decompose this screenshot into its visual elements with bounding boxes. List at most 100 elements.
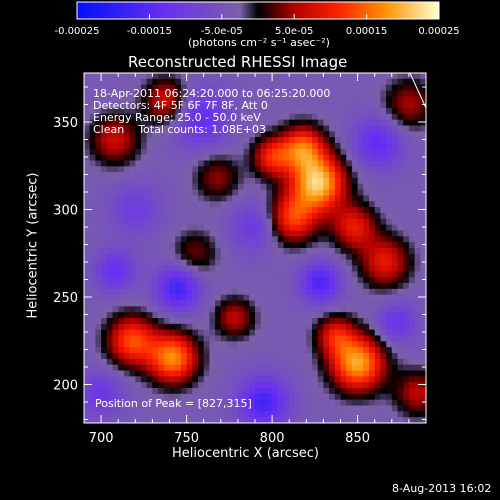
heatmap-cell: [277, 119, 285, 127]
heatmap-cell: [340, 376, 347, 383]
heatmap-cell: [118, 78, 125, 86]
heatmap-cell: [283, 399, 290, 407]
heatmap-cell: [158, 73, 165, 80]
heatmap-cell: [101, 119, 108, 127]
heatmap-cell: [323, 201, 330, 208]
heatmap-cell: [249, 271, 256, 278]
heatmap-cell: [255, 411, 262, 418]
heatmap-cell: [277, 323, 285, 331]
heatmap-cell: [317, 364, 324, 372]
heatmap-cell: [363, 189, 370, 197]
heatmap-cell: [272, 108, 279, 115]
heatmap-cell: [306, 73, 313, 80]
heatmap-cell: [192, 236, 199, 243]
heatmap-cell: [363, 323, 370, 331]
heatmap-cell: [209, 341, 216, 348]
heatmap-cell: [163, 90, 171, 97]
heatmap-cell: [357, 335, 364, 342]
heatmap-cell: [312, 154, 319, 162]
heatmap-cell: [334, 347, 342, 354]
heatmap-cell: [380, 160, 387, 167]
heatmap-cell: [152, 78, 159, 86]
heatmap-cell: [391, 178, 399, 185]
heatmap-cell: [266, 277, 273, 284]
heatmap-cell: [312, 84, 319, 92]
heatmap-cell: [289, 131, 296, 138]
heatmap-cell: [306, 283, 313, 290]
heatmap-cell: [198, 300, 205, 307]
heatmap-cell: [403, 201, 410, 208]
heatmap-cell: [397, 119, 404, 127]
heatmap-cell: [249, 253, 256, 261]
heatmap-cell: [340, 382, 347, 389]
heatmap-cell: [163, 172, 171, 179]
heatmap-cell: [158, 253, 165, 261]
heatmap-cell: [329, 113, 336, 121]
heatmap-cell: [95, 312, 102, 319]
heatmap-cell: [323, 102, 330, 109]
heatmap-cell: [84, 242, 91, 249]
heatmap-cell: [101, 143, 108, 150]
heatmap-cell: [220, 137, 228, 144]
heatmap-cell: [266, 300, 273, 307]
heatmap-cell: [334, 125, 342, 132]
heatmap-cell: [89, 259, 96, 267]
heatmap-cell: [135, 259, 142, 267]
heatmap-cell: [95, 218, 102, 226]
heatmap-cell: [186, 242, 193, 249]
heatmap-cell: [374, 178, 381, 185]
heatmap-cell: [180, 96, 188, 103]
heatmap-cell: [408, 306, 416, 313]
heatmap-cell: [414, 201, 421, 208]
heatmap-cell: [106, 329, 114, 337]
heatmap-cell: [403, 125, 410, 132]
heatmap-cell: [255, 393, 262, 401]
heatmap-cell: [312, 183, 319, 191]
heatmap-cell: [391, 189, 399, 197]
heatmap-cell: [95, 294, 102, 302]
heatmap-cell: [403, 388, 410, 395]
heatmap-cell: [152, 207, 159, 214]
heatmap-cell: [380, 236, 387, 243]
heatmap-cell: [237, 417, 245, 423]
heatmap-cell: [351, 312, 359, 319]
heatmap-cell: [323, 189, 330, 197]
heatmap-cell: [266, 201, 273, 208]
heatmap-cell: [95, 172, 102, 179]
heatmap-cell: [255, 335, 262, 342]
heatmap-cell: [84, 90, 91, 97]
heatmap-cell: [243, 224, 250, 232]
heatmap-cell: [420, 347, 426, 354]
heatmap-cell: [123, 417, 131, 423]
heatmap-cell: [363, 108, 370, 115]
heatmap-cell: [272, 90, 279, 97]
heatmap-cell: [386, 113, 393, 121]
heatmap-cell: [129, 125, 136, 132]
heatmap-cell: [129, 312, 136, 319]
heatmap-cell: [135, 382, 142, 389]
heatmap-cell: [186, 312, 193, 319]
heatmap-cell: [95, 183, 102, 191]
heatmap-cell: [294, 265, 302, 272]
heatmap-cell: [106, 312, 114, 319]
heatmap-cell: [351, 248, 359, 255]
heatmap-cell: [226, 370, 233, 377]
heatmap-cell: [260, 78, 267, 86]
heatmap-cell: [226, 90, 233, 97]
heatmap-cell: [123, 300, 131, 307]
heatmap-cell: [369, 178, 376, 185]
heatmap-cell: [203, 73, 210, 80]
heatmap-cell: [374, 189, 381, 197]
heatmap-cell: [260, 218, 267, 226]
heatmap-cell: [369, 90, 376, 97]
heatmap-cell: [123, 382, 131, 389]
heatmap-cell: [312, 288, 319, 296]
heatmap-cell: [106, 382, 114, 389]
heatmap-cell: [306, 248, 313, 255]
colorbar-tick-label: -0.00025: [55, 26, 100, 37]
heatmap-cell: [340, 300, 347, 307]
heatmap-cell: [232, 154, 239, 162]
heatmap-cell: [334, 143, 342, 150]
heatmap-cell: [95, 178, 102, 185]
heatmap-cell: [152, 323, 159, 331]
